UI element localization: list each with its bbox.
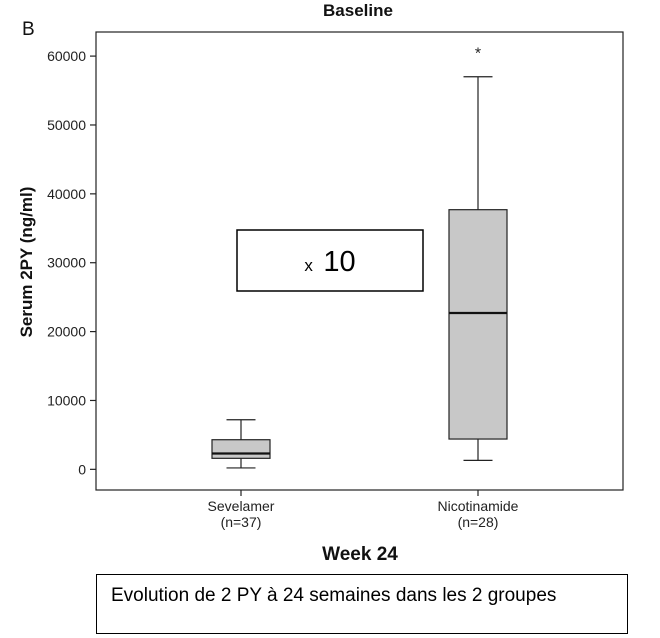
- y-tick-label: 20000: [47, 324, 86, 340]
- plot-frame: [95, 31, 624, 491]
- y-tick-label: 40000: [47, 186, 86, 202]
- x-axis-label: Week 24: [322, 544, 398, 565]
- boxplot-chart: Baseline B Serum 2PY (ng/ml) Week 24 0 10…: [17, 1, 624, 565]
- caption-text: Evolution de 2 PY à 24 semaines dans les…: [111, 585, 557, 606]
- y-tick-label: 50000: [47, 117, 86, 133]
- y-tick-label: 30000: [47, 255, 86, 271]
- y-tick-label: 60000: [47, 48, 86, 64]
- caption-box: Evolution de 2 PY à 24 semaines dans les…: [96, 574, 628, 634]
- y-axis-label: Serum 2PY (ng/ml): [17, 187, 36, 338]
- y-axis-ticks: 0 10000 20000 30000 40000 50000 60000: [47, 48, 96, 477]
- box-nicotinamide: [448, 76, 508, 461]
- significance-marker: *: [475, 46, 481, 63]
- box-iqr: [211, 439, 271, 459]
- y-tick-label: 10000: [47, 392, 86, 408]
- box-iqr: [448, 209, 508, 440]
- x-tick-label: Sevelamer: [208, 498, 275, 514]
- x-tick-n-label: (n=28): [458, 514, 499, 530]
- box-sevelamer: [211, 419, 271, 469]
- x-axis-ticks: Sevelamer(n=37) Nicotinamide(n=28): [208, 490, 519, 530]
- x-tick-n-label: (n=37): [221, 514, 262, 530]
- box-series: *: [211, 46, 508, 469]
- panel-letter: B: [22, 19, 35, 40]
- annotation-prefix: x: [304, 256, 313, 275]
- annotation-frame: [236, 229, 424, 292]
- y-tick-label: 0: [78, 461, 86, 477]
- annotation-value: 10: [323, 246, 355, 278]
- x-tick-label: Nicotinamide: [438, 498, 519, 514]
- annotation-text: x 10: [304, 246, 355, 278]
- annotation-box: x 10: [236, 229, 424, 292]
- top-label: Baseline: [323, 1, 393, 20]
